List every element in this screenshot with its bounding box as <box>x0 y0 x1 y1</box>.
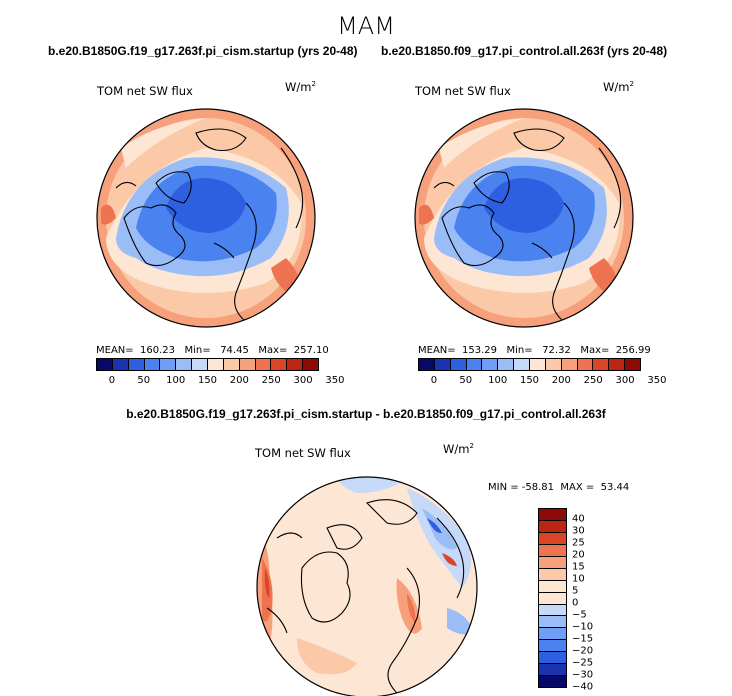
colorbar-swatch <box>539 520 566 533</box>
colorbar-swatch <box>208 359 224 370</box>
colorbar-tick-label: 100 <box>488 375 508 386</box>
colorbar-swatch <box>539 509 566 521</box>
colorbar-swatch <box>539 616 566 629</box>
panel2-units: W/m2 <box>603 80 634 94</box>
colorbar-swatch <box>97 359 113 370</box>
panel2-colorbar <box>418 358 641 371</box>
colorbar-swatch <box>271 359 288 370</box>
colorbar-swatch <box>482 359 499 370</box>
colorbar-tick-label: 50 <box>137 375 151 386</box>
colorbar-swatch <box>514 359 531 370</box>
colorbar-swatch <box>530 359 546 370</box>
panel1-units: W/m2 <box>285 80 316 94</box>
diff-stats: MIN = -58.81 MAX = 53.44 <box>488 482 630 493</box>
colorbar-tick-label: 150 <box>197 375 218 386</box>
panel2-polar-map <box>414 108 634 328</box>
colorbar-swatch <box>539 604 566 617</box>
colorbar-tick-label: 200 <box>229 375 249 386</box>
colorbar-tick-label: 0 <box>430 375 438 386</box>
colorbar-swatch <box>539 628 566 641</box>
colorbar-swatch <box>539 580 566 593</box>
panel1-stats: MEAN= 160.23 Min= 74.45 Max= 257.10 <box>96 345 329 356</box>
colorbar-tick-label: 300 <box>293 375 313 386</box>
colorbar-swatch <box>539 676 566 688</box>
colorbar-swatch <box>128 359 145 370</box>
panel1-colorbar <box>96 358 319 371</box>
colorbar-swatch <box>609 359 626 370</box>
panel2-case-title: b.e20.B1850.f09_g17.pi_control.all.263f … <box>381 44 668 58</box>
colorbar-swatch <box>539 568 566 581</box>
season-title: MAM <box>337 12 395 40</box>
colorbar-tick-label: 30 <box>572 525 585 537</box>
colorbar-tick-label: −25 <box>572 657 594 669</box>
colorbar-tick-label: 300 <box>615 375 635 386</box>
colorbar-swatch <box>223 359 240 370</box>
colorbar-tick-label: 50 <box>459 375 473 386</box>
panel2-variable-label: TOM net SW flux <box>415 84 511 98</box>
panel2-stats: MEAN= 153.29 Min= 72.32 Max= 256.99 <box>418 345 651 356</box>
colorbar-swatch <box>255 359 272 370</box>
colorbar-tick-label: 20 <box>572 549 585 561</box>
colorbar-swatch <box>450 359 467 370</box>
colorbar-tick-label: 350 <box>325 375 345 386</box>
colorbar-tick-label: −15 <box>572 633 594 645</box>
colorbar-swatch <box>539 544 566 557</box>
colorbar-swatch <box>303 359 319 370</box>
colorbar-swatch <box>239 359 256 370</box>
panel1-polar-map <box>96 108 316 328</box>
colorbar-swatch <box>593 359 610 370</box>
colorbar-tick-label: 0 <box>108 375 116 386</box>
colorbar-tick-label: 250 <box>261 375 281 386</box>
colorbar-tick-label: 10 <box>572 573 585 585</box>
colorbar-tick-label: −5 <box>572 609 587 621</box>
colorbar-swatch <box>287 359 304 370</box>
colorbar-swatch <box>176 359 193 370</box>
colorbar-swatch <box>539 532 566 545</box>
colorbar-swatch <box>434 359 451 370</box>
diff-variable-label: TOM net SW flux <box>255 446 351 460</box>
colorbar-swatch <box>539 652 566 665</box>
colorbar-tick-label: 40 <box>572 513 585 525</box>
diff-colorbar <box>538 508 567 688</box>
colorbar-tick-label: 5 <box>572 585 579 597</box>
colorbar-tick-label: −20 <box>572 645 594 657</box>
diff-polar-map <box>256 476 478 696</box>
colorbar-swatch <box>192 359 209 370</box>
colorbar-swatch <box>625 359 641 370</box>
colorbar-swatch <box>539 556 566 569</box>
colorbar-tick-label: 200 <box>551 375 571 386</box>
colorbar-swatch <box>419 359 435 370</box>
diff-units: W/m2 <box>443 442 474 456</box>
colorbar-tick-label: 350 <box>647 375 667 386</box>
colorbar-tick-label: 250 <box>583 375 603 386</box>
colorbar-swatch <box>112 359 129 370</box>
colorbar-tick-label: 25 <box>572 537 585 549</box>
colorbar-swatch <box>577 359 594 370</box>
panel1-variable-label: TOM net SW flux <box>97 84 193 98</box>
colorbar-swatch <box>539 664 566 677</box>
colorbar-swatch <box>160 359 177 370</box>
colorbar-tick-label: 15 <box>572 561 585 573</box>
diff-title: b.e20.B1850G.f19_g17.263f.pi_cism.startu… <box>126 407 606 421</box>
colorbar-tick-label: −10 <box>572 621 594 633</box>
panel1-case-title: b.e20.B1850G.f19_g17.263f.pi_cism.startu… <box>48 44 358 58</box>
colorbar-tick-label: 0 <box>572 597 579 609</box>
colorbar-swatch <box>466 359 483 370</box>
colorbar-tick-label: −30 <box>572 669 594 681</box>
colorbar-tick-label: −40 <box>572 681 594 693</box>
colorbar-tick-label: 150 <box>519 375 540 386</box>
colorbar-swatch <box>498 359 515 370</box>
colorbar-swatch <box>539 640 566 653</box>
colorbar-swatch <box>561 359 578 370</box>
colorbar-swatch <box>545 359 562 370</box>
colorbar-swatch <box>539 592 566 605</box>
colorbar-swatch <box>144 359 161 370</box>
colorbar-tick-label: 100 <box>166 375 186 386</box>
